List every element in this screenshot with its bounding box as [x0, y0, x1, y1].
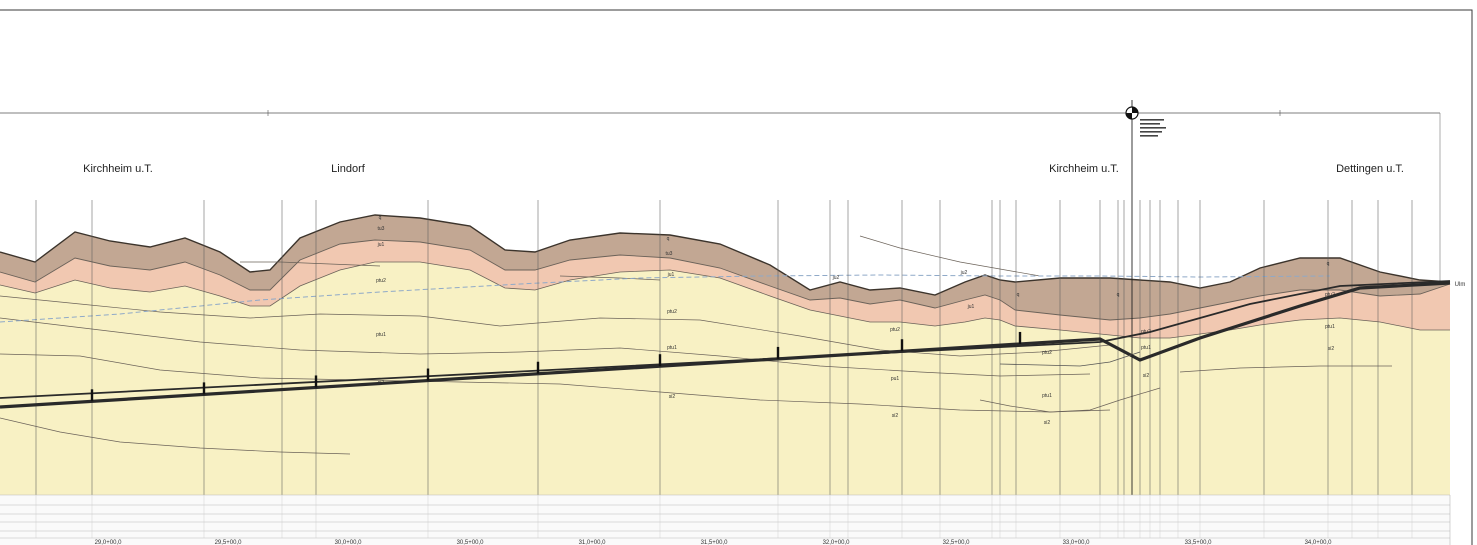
layer-label: tu3 [378, 226, 385, 232]
layer-label: pu1 [891, 376, 900, 382]
place-label-dettingen: Dettingen u.T. [1336, 163, 1404, 175]
layer-label: ptu1 [1325, 324, 1335, 330]
layer-label: ju2 [960, 270, 968, 276]
layer-label: ptu1 [376, 332, 386, 338]
geology-line [0, 295, 1111, 357]
layer-label: q [1327, 261, 1330, 267]
layer-label: q [1017, 292, 1020, 298]
layer-label: ju1 [667, 272, 675, 278]
layer-label: ptu1 [1042, 393, 1052, 399]
track-marker [314, 375, 318, 388]
profile-labels: Kirchheim u.T. Lindorf Kirchheim u.T. Detti… [83, 163, 1465, 545]
station-lines [35, 200, 1413, 495]
geology-line [859, 235, 1041, 277]
layer-boundary-line [0, 261, 1450, 339]
layer-label: si2 [1044, 420, 1051, 426]
layer-label: ptu1 [667, 345, 677, 351]
layer-label: tu3 [666, 251, 673, 257]
layer-label: ptu2 [1141, 329, 1151, 335]
layer-label: q [667, 236, 670, 242]
layer-label: ptu2 [376, 278, 386, 284]
chainage-label: 34,0+00,0 [1305, 540, 1333, 545]
track-marker [1018, 331, 1022, 344]
track-branch-line [999, 351, 1141, 367]
chainage-label: 31,0+00,0 [579, 540, 607, 545]
track-marker [90, 389, 94, 402]
place-label-lindorf: Lindorf [331, 163, 366, 175]
layer-label: ptu2 [667, 309, 677, 315]
geology-line [979, 387, 1161, 413]
layer-label: ju2 [832, 275, 840, 281]
layer-label: ptu2 [890, 327, 900, 333]
survey-marker-icon [1125, 100, 1166, 495]
track-marker [776, 346, 780, 359]
layer-label: ju1 [377, 242, 385, 248]
chainage-label: 29,5+00,0 [215, 540, 243, 545]
geology-line [0, 317, 1091, 377]
layer-boundary-line [0, 239, 1451, 321]
chainage-label: 29,0+00,0 [95, 540, 123, 545]
layer-label: ptu2 [1325, 292, 1335, 298]
ground-surface-line [0, 214, 1451, 296]
layer-label: si2 [892, 413, 899, 419]
main-track-line [0, 281, 1451, 409]
chainage-label: 32,0+00,0 [823, 540, 851, 545]
geology-line [559, 275, 661, 281]
chainage-label: 31,5+00,0 [701, 540, 729, 545]
place-label-kirchheim-1: Kirchheim u.T. [83, 163, 153, 175]
chainage-label: 30,5+00,0 [457, 540, 485, 545]
track-marker [536, 361, 540, 374]
layer-label: ptu2 [1042, 350, 1052, 356]
geology-line [240, 261, 381, 267]
station-table [0, 494, 1451, 545]
layer-label: si2 [669, 394, 676, 400]
drawing-frame-border [0, 9, 1473, 545]
layer-label: si2 [378, 380, 385, 386]
layer-label: si2 [1328, 346, 1335, 352]
layer-label: ju1 [967, 304, 975, 310]
chainage-label: 33,0+00,0 [1063, 540, 1091, 545]
layer-label: ptu1 [1141, 345, 1151, 351]
geology-line [0, 417, 351, 455]
geology-line [1179, 365, 1392, 373]
place-label-kirchheim-2: Kirchheim u.T. [1049, 163, 1119, 175]
chainage-label: 33,5+00,0 [1185, 540, 1213, 545]
second-track-line [0, 280, 1451, 399]
track-marker [900, 339, 904, 352]
lower-layer-fill [0, 262, 1450, 495]
geology-line [0, 353, 1111, 413]
track-marker [202, 382, 206, 395]
track-marker [658, 354, 662, 367]
chainage-label: 32,5+00,0 [943, 540, 971, 545]
layer-label: si2 [1143, 373, 1150, 379]
tunnel-tracks [0, 280, 1451, 409]
endpoint-label: Ulm [1455, 282, 1466, 288]
chainage-label: 30,0+00,0 [335, 540, 363, 545]
table-background [0, 495, 1450, 545]
geology-layers [0, 214, 1451, 495]
layer-label: q [1117, 292, 1120, 298]
track-marker [426, 368, 430, 381]
layer-label: q [379, 215, 382, 221]
